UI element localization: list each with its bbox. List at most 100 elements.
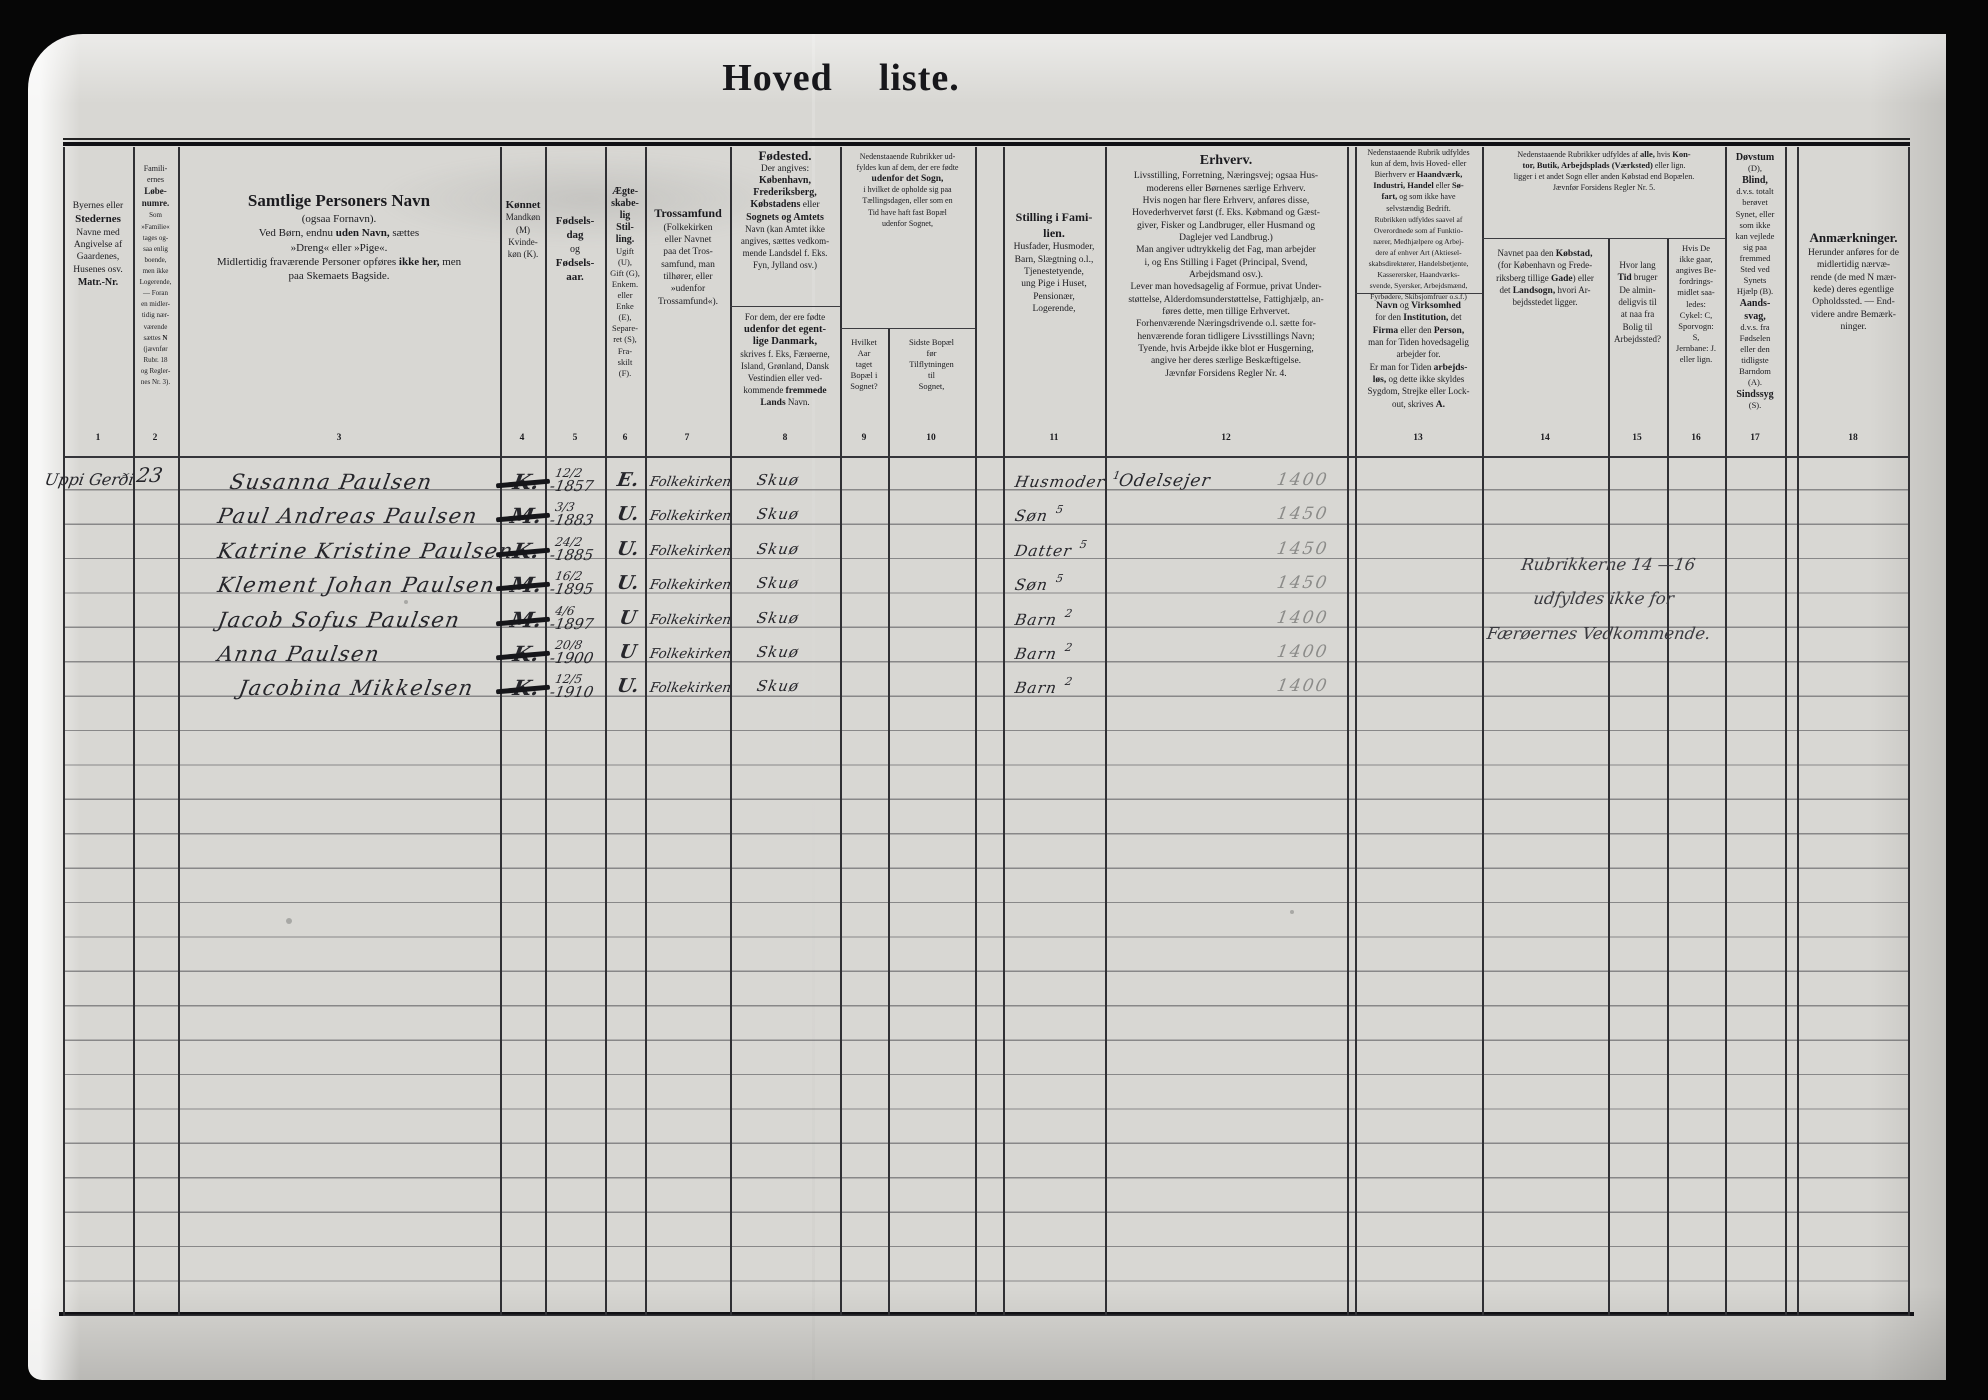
family-position-note: 5: [1054, 572, 1066, 586]
family-position-cell: Datter 5: [1013, 538, 1089, 560]
column-rule: [63, 147, 65, 1316]
birthplace-cell: Skuø: [755, 539, 801, 558]
code-number-cell: 1450: [1275, 538, 1331, 559]
column-rule: [1908, 147, 1910, 1316]
occupation-cell: Odelsejer: [1117, 471, 1213, 491]
entry-rows: Uppi Gerði 23 Susanna Paulsen K. 12/2-18…: [43, 138, 1910, 1316]
column-number: 15: [1632, 433, 1642, 443]
column-number: 2: [152, 433, 158, 443]
family-position-cell: Søn 5: [1013, 572, 1065, 594]
page-title-word-2: liste.: [878, 57, 960, 99]
birthplace-cell: Skuø: [755, 471, 801, 489]
birthplace-cell: Skuø: [755, 608, 801, 627]
birthplace-cell: Skuø: [755, 505, 801, 524]
annotation-note: Rubrikkerne 14 —16 udfyldes ikke for Fær…: [1485, 555, 1712, 643]
header-split-rule: [840, 328, 975, 330]
column-number: 9: [861, 433, 867, 443]
family-position-note: 2: [1064, 675, 1075, 689]
column-rule: [1105, 147, 1107, 1316]
col-header-stednavn: Byernes eller Stedernes Navne med Angive…: [72, 201, 124, 289]
marital-status-cell: U.: [615, 537, 641, 560]
religion-cell: Folkekirken: [648, 508, 733, 525]
col-header-hvor-lang-tid: Hvor lang Tid bruger De almin- deligvis …: [1614, 260, 1661, 345]
table-top-rule-thick: [63, 142, 1910, 146]
code-number-cell: 1450: [1275, 573, 1331, 594]
column-number: 4: [519, 433, 525, 443]
column-rule: [840, 147, 842, 1316]
religion-cell: Folkekirken: [648, 680, 733, 697]
marital-status-cell: U.: [615, 503, 641, 526]
col-header-fodselsdag: Fødsels- dag og Fødsels- aar.: [555, 215, 595, 284]
column-number: 8: [782, 433, 788, 443]
column-number: 14: [1540, 433, 1550, 443]
column-rule: [545, 147, 547, 1316]
header-split-rule: [730, 306, 840, 308]
birthdate-cell: 12/5 -1910: [548, 672, 609, 702]
column-rule: [645, 147, 647, 1316]
column-rule: [1608, 238, 1610, 1316]
col-header-befordringsmiddel: Hvis De ikke gaar, angives Be- fordrings…: [1675, 243, 1717, 365]
col-header-udenfor-sogn: Nedenstaaende Rubrikker ud- fyldes kun a…: [856, 152, 959, 228]
page-title-word-1: Hoved: [722, 57, 833, 99]
col-header-aegteskabelig: Ægte- skabe- lig Stil- ling. Ugift (U), …: [610, 186, 640, 378]
column-rule: [1725, 147, 1727, 1316]
religion-cell: Folkekirken: [648, 611, 733, 628]
family-position-text: Barn: [1013, 645, 1059, 663]
column-number: 13: [1413, 433, 1423, 443]
marital-status-cell: U: [617, 641, 639, 663]
column-rule: [888, 328, 890, 1316]
column-rule: [975, 147, 977, 1316]
table-row: Jacobina Mikkelsen K. 12/5-1910 U. Folke…: [63, 662, 1910, 702]
table-row: Uppi Gerði 23 Susanna Paulsen K. 12/2-18…: [43, 456, 1910, 495]
family-position-note: 5: [1078, 537, 1090, 551]
column-rule: [1355, 147, 1357, 1316]
birthdate-cell: 12/2 -1857: [548, 466, 609, 495]
col-header-kobstad: Navnet paa den Købstad, (for København o…: [1496, 248, 1594, 308]
family-position-note: 2: [1064, 606, 1075, 620]
place-name-cell: Uppi Gerði: [43, 470, 136, 489]
column-rule: [500, 147, 502, 1316]
birthdate-cell: 3/3 -1883: [548, 500, 609, 529]
column-rule: [178, 147, 180, 1316]
code-number-cell: 1400: [1275, 642, 1331, 662]
code-number-cell: 1450: [1275, 504, 1331, 525]
column-number: 1: [95, 433, 101, 443]
religion-cell: Folkekirken: [648, 646, 733, 662]
col-header-anmaerkninger: Anmærkninger. Herunder anføres for de mi…: [1808, 230, 1899, 332]
family-number-cell: 23: [134, 463, 165, 487]
birthdate-cell: 16/2 -1895: [548, 569, 609, 598]
birthplace-cell: Skuø: [755, 643, 801, 661]
column-rule: [1797, 147, 1799, 1316]
marital-status-cell: U: [617, 606, 639, 629]
col-header-lobenummer: Famili- ernes Løbe- numre. Som »Familie«…: [139, 164, 172, 387]
column-number: 18: [1848, 433, 1858, 443]
col-header-fodested-1: Fødested. Der angives: København, Freder…: [740, 148, 830, 270]
column-number: 11: [1049, 433, 1059, 443]
column-number: 10: [926, 433, 936, 443]
birthdate-cell: 4/6 -1897: [548, 604, 609, 633]
col-header-navn: Samtlige Personers Navn (ogsaa Fornavn).…: [216, 191, 462, 283]
ink-bleedthrough: [378, 154, 798, 244]
column-number: 6: [622, 433, 628, 443]
family-position-cell: Søn 5: [1013, 503, 1065, 525]
table-top-rule-thin: [63, 138, 1910, 140]
header-bottom-rule: [63, 456, 1910, 458]
column-rule: [730, 147, 732, 1316]
marital-status-cell: U.: [615, 572, 641, 595]
col-header-konnet: Kønnet Mandkøn (M) Kvinde- køn (K).: [505, 199, 541, 260]
column-number: 3: [336, 433, 342, 443]
family-position-text: Barn: [1013, 679, 1059, 698]
marital-status-cell: E.: [615, 469, 641, 491]
header-split-rule: [1355, 293, 1482, 295]
col-header-trossamfund: Trossamfund (Folkekirken eller Navnet pa…: [654, 206, 722, 307]
column-rule: [1482, 147, 1484, 1316]
birthplace-cell: Skuø: [755, 574, 801, 593]
column-number: 16: [1691, 433, 1701, 443]
col-header-haandvaerk-1: Nedenstaaende Rubrik udfyldes kun af dem…: [1367, 148, 1470, 302]
column-rule: [1003, 147, 1005, 1316]
family-position-cell: Barn 2: [1013, 675, 1074, 698]
religion-cell: Folkekirken: [648, 542, 733, 559]
col-header-sidste-bopael: Sidste Bopæl før Tilflytningen til Sogne…: [908, 337, 955, 392]
birth-year: -1910: [548, 683, 595, 702]
column-rule: [1667, 238, 1669, 1316]
